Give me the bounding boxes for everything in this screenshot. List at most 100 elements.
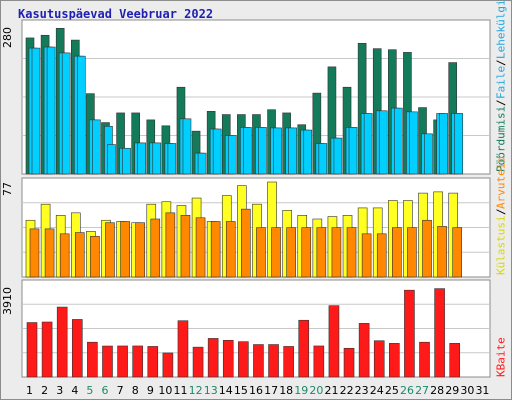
bar-middle-2-day-24	[376, 233, 387, 278]
bar-middle-2-day-26	[407, 227, 417, 278]
bar-bottom-1-day-11	[177, 320, 189, 378]
bar-top-3-day-8	[137, 142, 146, 175]
x-tick-label: 28	[430, 384, 444, 397]
bar-top-3-day-28	[439, 113, 448, 175]
bar-bottom-1-day-18	[283, 346, 294, 378]
bar-top-3-day-22	[348, 127, 358, 175]
bar-bottom-1-day-6	[102, 345, 113, 378]
bar-top-3-day-26	[409, 111, 418, 175]
bar-top-3-day-7	[122, 147, 131, 175]
bar-top-3-day-25	[394, 107, 403, 175]
bar-middle-2-day-27	[422, 219, 432, 278]
x-tick-label: 15	[234, 384, 248, 397]
bar-bottom-1-day-7	[117, 345, 128, 378]
bar-bottom-1-day-25	[389, 343, 400, 378]
bar-middle-2-day-13	[210, 221, 221, 278]
x-tick-label: 27	[415, 384, 429, 397]
bar-middle-2-day-21	[331, 227, 342, 278]
bar-middle-2-day-9	[150, 218, 161, 278]
bar-middle-2-day-2	[44, 228, 55, 278]
bar-top-3-day-18	[288, 127, 297, 175]
bar-bottom-1-day-2	[41, 321, 53, 378]
bar-bottom-1-day-22	[343, 347, 355, 378]
bar-top-3-day-16	[258, 127, 267, 175]
bar-top-3-day-5	[92, 119, 101, 175]
bar-top-3-day-24	[378, 110, 388, 175]
bar-middle-2-day-15	[241, 208, 251, 278]
x-tick-label: 20	[309, 384, 323, 397]
x-tick-label: 8	[132, 384, 139, 397]
bar-bottom-1-day-26	[404, 289, 415, 378]
x-tick-label: 3	[56, 384, 63, 397]
x-tick-label: 23	[355, 384, 369, 397]
bar-bottom-1-day-12	[192, 346, 204, 378]
x-tick-label: 24	[370, 384, 384, 397]
bar-bottom-1-day-28	[434, 288, 445, 378]
bar-middle-2-day-14	[225, 221, 236, 278]
x-tick-label: 5	[86, 384, 93, 397]
x-tick-label: 21	[324, 384, 338, 397]
x-tick-label: 14	[219, 384, 233, 397]
bar-bottom-1-day-14	[222, 339, 234, 378]
bar-top-3-day-12	[197, 152, 207, 175]
chart-title: Kasutuspäevad Veebruar 2022	[18, 7, 214, 21]
x-tick-label: 1	[26, 384, 33, 397]
bar-middle-2-day-28	[437, 226, 447, 278]
bar-middle-2-day-29	[452, 227, 463, 278]
bar-top-3-day-29	[454, 113, 464, 175]
bar-bottom-1-day-21	[328, 305, 340, 378]
x-tick-label: 16	[249, 384, 263, 397]
bar-top-3-day-9	[152, 142, 162, 175]
bar-top-3-day-2	[46, 46, 56, 175]
bar-top-3-day-1	[31, 47, 41, 175]
bar-top-3-day-21	[333, 137, 343, 175]
bar-bottom-1-day-16	[253, 344, 264, 378]
bar-middle-2-day-20	[316, 227, 327, 278]
bar-top-3-day-17	[273, 127, 282, 175]
bar-middle-2-day-22	[346, 227, 357, 278]
x-tick-label: 12	[189, 384, 203, 397]
bar-middle-2-day-6	[105, 222, 115, 278]
bar-top-3-day-10	[167, 143, 177, 175]
bar-middle-2-day-1	[29, 228, 40, 278]
bar-top-3-day-23	[363, 113, 373, 175]
bar-bottom-1-day-8	[132, 345, 143, 378]
bar-bottom-1-day-13	[207, 338, 219, 378]
x-tick-label: 26	[400, 384, 414, 397]
bar-middle-2-day-17	[271, 227, 281, 278]
bar-bottom-1-day-19	[298, 319, 310, 378]
bar-top-3-day-4	[76, 55, 86, 175]
bar-top-3-day-14	[227, 135, 237, 175]
bar-bottom-1-day-9	[147, 346, 159, 378]
bar-middle-2-day-19	[301, 227, 312, 278]
x-tick-label: 9	[147, 384, 154, 397]
bar-bottom-1-day-1	[26, 322, 38, 378]
bar-bottom-1-day-23	[358, 323, 370, 378]
x-tick-label: 6	[102, 384, 109, 397]
x-tick-label: 10	[158, 384, 172, 397]
bar-top-3-day-6	[107, 144, 116, 175]
bar-bottom-1-day-27	[419, 341, 430, 378]
bar-bottom-1-day-10	[162, 352, 174, 378]
bar-top-3-day-11	[182, 118, 192, 175]
x-tick-label: 25	[385, 384, 399, 397]
bar-top-3-day-13	[212, 128, 222, 175]
bar-bottom-1-day-20	[313, 345, 325, 378]
bar-middle-2-day-8	[135, 222, 145, 278]
x-tick-label: 11	[174, 384, 188, 397]
bar-middle-2-day-18	[286, 227, 296, 278]
bar-top-3-day-3	[61, 52, 71, 175]
x-tick-label: 18	[279, 384, 293, 397]
bar-bottom-1-day-24	[373, 340, 385, 378]
x-tick-label: 2	[41, 384, 48, 397]
bar-top-3-day-20	[318, 143, 328, 175]
bar-bottom-1-day-17	[268, 344, 279, 378]
bar-middle-2-day-25	[392, 227, 402, 278]
bar-middle-2-day-23	[361, 233, 372, 278]
x-tick-label: 19	[294, 384, 308, 397]
bar-middle-2-day-4	[74, 232, 85, 278]
bar-top-3-day-19	[303, 129, 313, 175]
x-tick-label: 29	[445, 384, 459, 397]
x-tick-label: 4	[71, 384, 78, 397]
